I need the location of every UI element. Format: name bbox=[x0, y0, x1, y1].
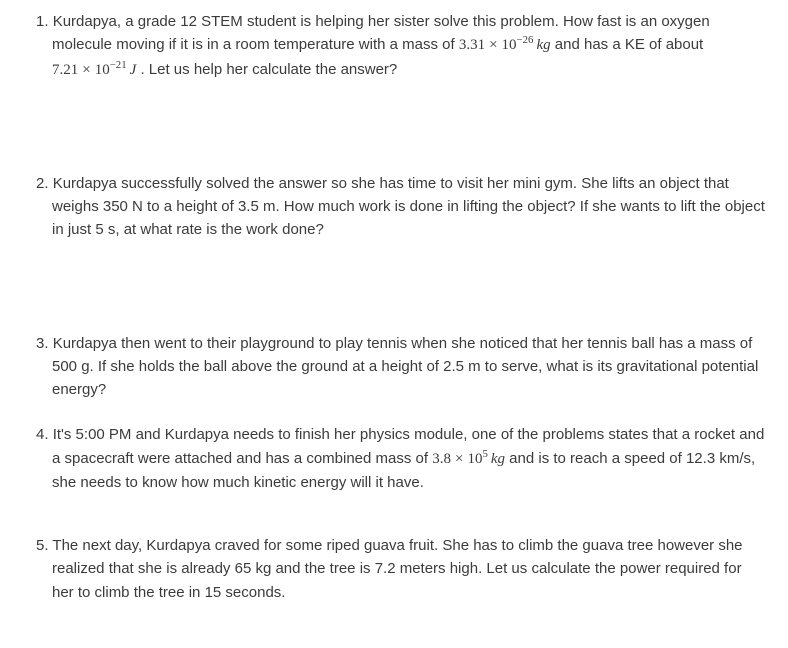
problem-5-number: 5. bbox=[36, 537, 49, 554]
problem-3-text: 3. Kurdapya then went to their playgroun… bbox=[22, 332, 766, 402]
problem-4-number: 4. bbox=[36, 426, 49, 443]
problem-1-text: 1. Kurdapya, a grade 12 STEM student is … bbox=[22, 10, 766, 82]
problem-1-math2: 7.21×10−21J bbox=[52, 62, 136, 78]
problem-5-body: The next day, Kurdapya craved for some r… bbox=[52, 537, 743, 601]
problem-4-text: 4. It's 5:00 PM and Kurdapya needs to fi… bbox=[22, 423, 766, 494]
problem-5: 5. The next day, Kurdapya craved for som… bbox=[22, 534, 766, 604]
problem-2-text: 2. Kurdapya successfully solved the answ… bbox=[22, 172, 766, 242]
problem-1-math1: 3.31×10−26kg bbox=[459, 37, 551, 53]
problem-1-mid: and has a KE of about bbox=[551, 36, 704, 53]
problem-2-number: 2. bbox=[36, 175, 49, 192]
problem-5-text: 5. The next day, Kurdapya craved for som… bbox=[22, 534, 766, 604]
problem-1-number: 1. bbox=[36, 13, 49, 30]
problem-2-body: Kurdapya successfully solved the answer … bbox=[52, 175, 765, 239]
problem-4-math1: 3.8×105kg bbox=[432, 451, 505, 467]
problem-1: 1. Kurdapya, a grade 12 STEM student is … bbox=[22, 10, 766, 82]
problem-3-number: 3. bbox=[36, 335, 49, 352]
problem-4: 4. It's 5:00 PM and Kurdapya needs to fi… bbox=[22, 423, 766, 494]
problem-3-body: Kurdapya then went to their playground t… bbox=[52, 335, 758, 399]
problem-1-post: . Let us help her calculate the answer? bbox=[136, 61, 397, 78]
problem-3: 3. Kurdapya then went to their playgroun… bbox=[22, 332, 766, 402]
problem-2: 2. Kurdapya successfully solved the answ… bbox=[22, 172, 766, 242]
